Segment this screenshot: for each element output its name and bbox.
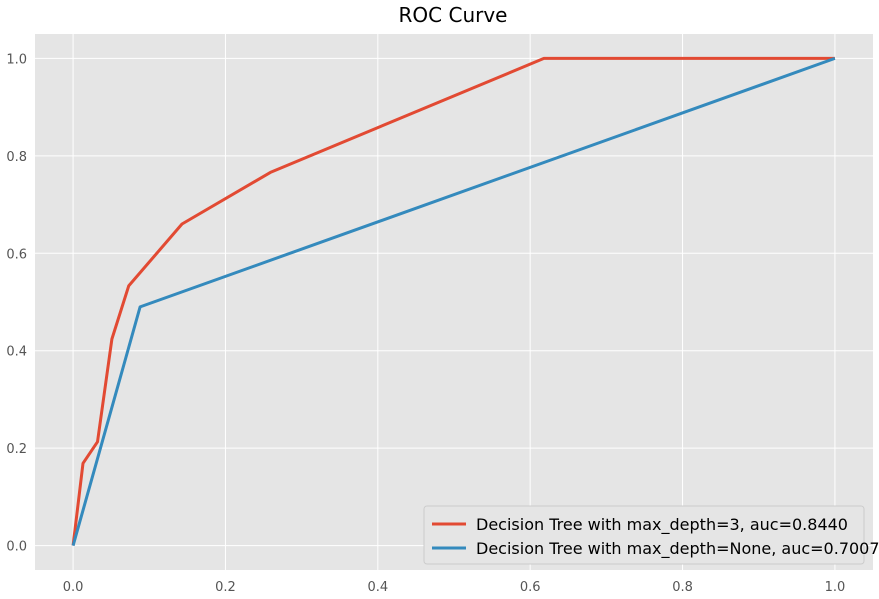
y-tick-label: 0.8 [6, 150, 27, 165]
grid [35, 34, 873, 570]
legend-entry-series-1: Decision Tree with max_depth=None, auc=0… [476, 539, 879, 559]
y-tick-label: 1.0 [6, 52, 27, 67]
series-lines [71, 56, 836, 547]
y-tick-label: 0.2 [6, 442, 27, 457]
legend: Decision Tree with max_depth=3, auc=0.84… [423, 505, 879, 565]
y-tick-label: 0.4 [6, 345, 27, 360]
x-tick-label: 0.8 [672, 580, 693, 595]
x-tick-label: 0.0 [63, 580, 84, 595]
legend-entry-series-0: Decision Tree with max_depth=3, auc=0.84… [476, 515, 848, 535]
series-line-0 [71, 56, 835, 546]
x-tick-label: 0.6 [520, 580, 541, 595]
legend-box [423, 505, 865, 565]
y-tick-label: 0.0 [6, 540, 27, 555]
tick-labels: 0.0 0.2 0.4 0.6 0.8 1.0 0.0 0.2 0.4 0.6 0.8 1.0 [6, 52, 845, 595]
x-tick-label: 1.0 [825, 580, 846, 595]
x-tick-label: 0.4 [367, 580, 388, 595]
x-tick-label: 0.2 [215, 580, 236, 595]
plot-area [35, 34, 873, 570]
series-line-1 [71, 56, 836, 547]
y-tick-label: 0.6 [6, 247, 27, 262]
chart-title: ROC Curve [399, 3, 508, 27]
